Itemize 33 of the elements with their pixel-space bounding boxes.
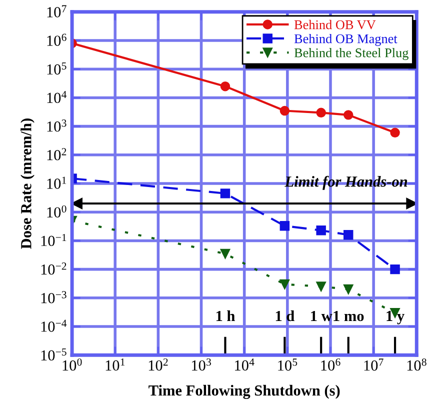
- legend-label: Behind OB Magnet: [294, 34, 398, 46]
- x-tick-label: 10$^{4}$: [235, 358, 254, 371]
- ref-line-label: 1 h: [216, 310, 235, 322]
- x-tick-label: 10$^{8}$: [407, 358, 426, 371]
- ref-line-label: 1 w: [311, 310, 332, 322]
- y-tick-label: 10$^{0}$: [47, 205, 66, 218]
- x-tick-label: 10$^{2}$: [148, 358, 168, 371]
- y-tick-label: 10$^{−1}$: [41, 234, 66, 246]
- y-tick-label: 10$^{−3}$: [41, 291, 66, 304]
- legend-label: Behind the Steel Plug: [294, 48, 408, 60]
- ref-line-label: 1 mo: [334, 310, 364, 322]
- x-tick-label: 10$^{0}$: [62, 358, 82, 371]
- y-tick-label: 10$^{4}$: [47, 90, 67, 104]
- x-tick-label: 10$^{5}$: [278, 358, 298, 371]
- ref-line-label: Limit for Hands-on: [284, 176, 408, 190]
- ref-line-label: 1 d: [276, 310, 294, 322]
- y-tick-label: 10$^{3}$: [47, 120, 66, 132]
- y-axis-title: Dose Rate (mrem/h): [20, 118, 34, 249]
- x-tick-label: 10$^{3}$: [192, 358, 211, 371]
- x-tick-label: 10$^{1}$: [106, 358, 125, 371]
- y-tick-label: 10$^{1}$: [47, 176, 66, 189]
- x-axis-title: Time Following Shutdown (s): [148, 384, 340, 399]
- legend-label: Behind OB VV: [294, 20, 376, 30]
- y-tick-label: 10$^{2}$: [47, 148, 66, 160]
- y-tick-label: 10$^{−2}$: [41, 262, 66, 275]
- y-tick-label: 10$^{5}$: [47, 62, 66, 75]
- y-tick-label: 10$^{7}$: [47, 5, 66, 18]
- x-tick-label: 10$^{6}$: [321, 358, 340, 371]
- y-tick-label: 10$^{−4}$: [41, 320, 67, 332]
- y-tick-label: 10$^{6}$: [47, 34, 66, 46]
- y-tick-label: 10$^{−5}$: [41, 348, 66, 361]
- ref-line-label: 1 y: [386, 310, 404, 324]
- x-tick-label: 10$^{7}$: [364, 358, 384, 371]
